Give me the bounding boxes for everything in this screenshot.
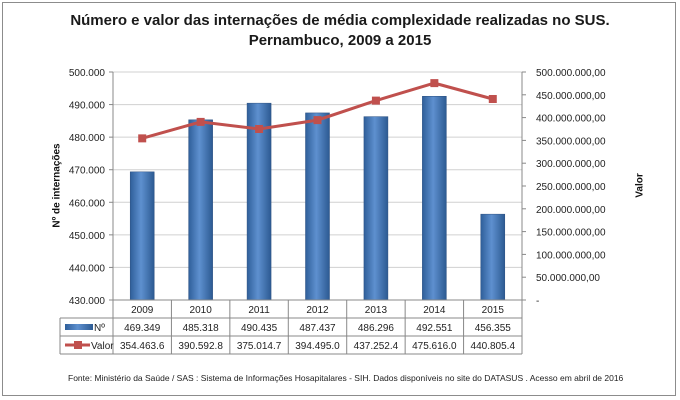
valor-point-2011 [255, 124, 264, 133]
valor-point-2010 [196, 117, 205, 126]
line-data-label: 394.495.0 [295, 341, 340, 352]
left-tick-label: 500.000 [69, 68, 106, 79]
right-tick-label: 200.000.000,00 [536, 205, 606, 216]
left-tick-label: 460.000 [69, 198, 106, 209]
category-label: 2010 [190, 305, 213, 316]
bar-2009 [129, 171, 155, 301]
right-tick-label: 350.000.000,00 [536, 136, 606, 147]
bar-data-label: 485.318 [183, 323, 220, 334]
chart-title: Número e valor das internações de média … [70, 12, 610, 29]
bar-2012 [305, 112, 330, 301]
right-tick-label: 150.000.000,00 [536, 228, 606, 239]
right-tick-label: 50.000.000,00 [536, 273, 600, 284]
category-label: 2009 [131, 305, 154, 316]
line-data-label: 375.014.7 [237, 341, 282, 352]
left-tick-label: 430.000 [69, 296, 106, 307]
valor-point-2009 [138, 134, 147, 143]
legend-bar-label: Nº [94, 323, 105, 334]
valor-point-2012 [313, 116, 322, 125]
chart-subtitle: Pernambuco, 2009 a 2015 [248, 32, 432, 49]
right-tick-label: 400.000.000,00 [536, 114, 606, 125]
left-tick-label: 490.000 [69, 101, 106, 112]
legend-line-label: Valor [91, 341, 114, 352]
category-label: 2013 [365, 305, 388, 316]
legend-bar-swatch [65, 324, 93, 330]
line-data-label: 354.463.6 [120, 341, 165, 352]
right-tick-label: - [536, 296, 539, 307]
bar-data-label: 469.349 [124, 323, 161, 334]
bar-data-label: 487.437 [299, 323, 336, 334]
bar-2013 [363, 116, 389, 301]
bar-2014 [422, 96, 447, 301]
valor-point-2014 [430, 79, 439, 88]
bar-data-label: 492.551 [416, 323, 453, 334]
line-data-label: 437.252.4 [354, 341, 399, 352]
left-tick-label: 450.000 [69, 231, 106, 242]
right-tick-label: 300.000.000,00 [536, 159, 606, 170]
valor-point-2013 [371, 96, 380, 105]
category-label: 2015 [482, 305, 505, 316]
valor-point-2015 [488, 94, 497, 103]
source-note: Fonte: Ministério da Saúde / SAS : Siste… [68, 373, 624, 383]
category-label: 2014 [423, 305, 446, 316]
right-tick-label: 100.000.000,00 [536, 250, 606, 261]
right-tick-label: 450.000.000,00 [536, 91, 606, 102]
left-tick-label: 440.000 [69, 263, 106, 274]
line-data-label: 390.592.8 [178, 341, 223, 352]
bar-data-label: 486.296 [358, 323, 395, 334]
left-tick-label: 470.000 [69, 166, 106, 177]
legend-line-marker [74, 341, 82, 349]
chart-frame [2, 2, 676, 396]
bar-data-label: 456.355 [475, 323, 512, 334]
right-tick-label: 500.000.000,00 [536, 68, 606, 79]
bar-2015 [480, 213, 506, 301]
right-tick-label: 250.000.000,00 [536, 182, 606, 193]
line-data-label: 475.616.0 [412, 341, 457, 352]
category-label: 2011 [248, 305, 270, 316]
category-label: 2012 [306, 305, 329, 316]
line-data-label: 440.805.4 [471, 341, 516, 352]
bar-2010 [188, 119, 213, 301]
bar-data-label: 490.435 [241, 323, 278, 334]
left-tick-label: 480.000 [69, 133, 106, 144]
